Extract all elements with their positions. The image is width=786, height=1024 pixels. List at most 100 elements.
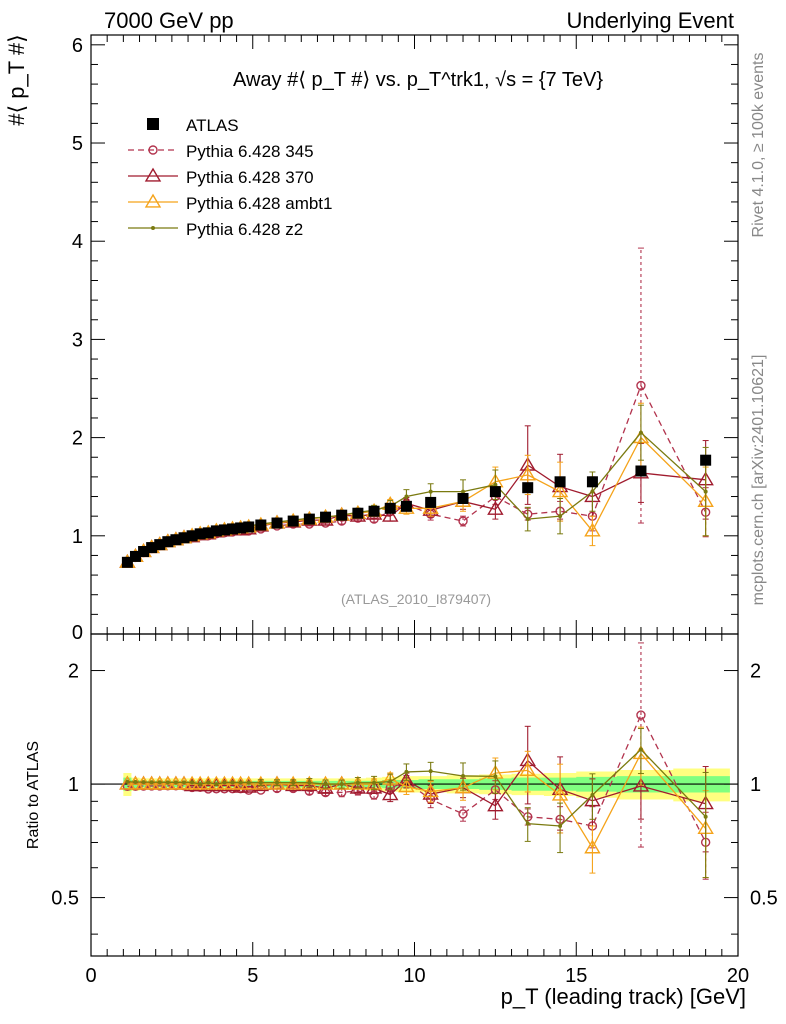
atlas-data-point xyxy=(587,476,598,487)
main-title: Away #⟨ p_T #⟩ vs. p_T^trk1, √s = {7 TeV… xyxy=(233,69,603,91)
main-y-axis-label: #⟨ p_T #⟩ xyxy=(4,34,29,125)
rivet-version-label: Rivet 4.1.0, ≥ 100k events xyxy=(750,53,767,238)
series-3-ratio-point xyxy=(526,822,530,826)
series-3-ratio-point xyxy=(150,780,154,784)
series-3-point xyxy=(429,490,433,494)
series-2-ratio-line xyxy=(127,754,705,848)
main-tick-layer: 1 2 3 4 5 6 0 xyxy=(72,35,738,644)
header-left-label: 7000 GeV pp xyxy=(104,8,234,33)
series-3-ratio-point xyxy=(356,781,360,785)
legend-series-1-marker xyxy=(146,169,160,181)
series-3-ratio-point xyxy=(239,781,243,785)
main-y-zero-label: 0 xyxy=(72,622,83,644)
series-3-ratio-point xyxy=(222,781,226,785)
series-3-point xyxy=(526,517,530,521)
atlas-data-point xyxy=(700,455,711,466)
atlas-data-point xyxy=(555,476,566,487)
atlas-data-point xyxy=(272,518,283,529)
x-axis-label: p_T (leading track) [GeV] xyxy=(501,984,746,1009)
main-panel: 1 2 3 4 5 6 0 Away #⟨ p_T #⟩ vs. p_T^trk1, √s … xyxy=(4,34,738,644)
series-3-ratio-point xyxy=(190,780,194,784)
atlas-data-point xyxy=(243,521,254,532)
ratio-y-tick-label-right: 2 xyxy=(750,661,761,683)
series-3-point xyxy=(639,431,643,435)
series-3-ratio-point xyxy=(198,782,202,786)
mcplots-credit-label: mcplots.cern.ch [arXiv:2401.10621] xyxy=(750,355,767,606)
series-3-ratio-point xyxy=(214,782,218,786)
legend-series-1-label: Pythia 6.428 370 xyxy=(186,168,314,187)
series-3-ratio-point xyxy=(174,780,178,784)
series-3-ratio-point xyxy=(307,781,311,785)
atlas-data-point xyxy=(522,482,533,493)
legend: ATLAS Pythia 6.428 345 Pythia 6.428 370 Pyt… xyxy=(128,116,332,239)
atlas-data-point xyxy=(401,501,412,512)
series-3-ratio-point xyxy=(247,781,251,785)
legend-atlas-marker xyxy=(147,118,159,130)
main-series-layer xyxy=(120,248,712,568)
series-3-ratio-point xyxy=(125,780,129,784)
atlas-data-point xyxy=(458,493,469,504)
series-3-ratio-point xyxy=(590,793,594,797)
series-3-point xyxy=(404,495,408,499)
series-3-ratio-point xyxy=(142,780,146,784)
series-3-ratio-point xyxy=(182,780,186,784)
series-3-ratio-point xyxy=(259,781,263,785)
x-tick-label: 10 xyxy=(403,965,425,987)
series-3-line xyxy=(127,433,705,562)
atlas-data-point xyxy=(425,497,436,508)
atlas-data-point xyxy=(369,506,380,517)
atlas-data-point xyxy=(490,486,501,497)
series-3-ratio-point xyxy=(388,780,392,784)
legend-series-2-marker xyxy=(146,195,160,207)
ratio-y-tick-label: 0.5 xyxy=(51,888,79,910)
main-y-tick-label: 3 xyxy=(72,329,83,351)
ratio-y-tick-label: 1 xyxy=(68,774,79,796)
atlas-data-point xyxy=(304,514,315,525)
atlas-data-point xyxy=(255,520,266,531)
atlas-data-point xyxy=(385,503,396,514)
series-3-ratio-point xyxy=(133,780,137,784)
series-3-ratio-point xyxy=(429,769,433,773)
main-y-tick-label: 1 xyxy=(72,526,83,548)
legend-series-0-label: Pythia 6.428 345 xyxy=(186,142,314,161)
ratio-y-tick-label-right: 1 xyxy=(750,774,761,796)
series-3-ratio-point xyxy=(639,748,643,752)
legend-series-2-label: Pythia 6.428 ambt1 xyxy=(186,194,332,213)
ratio-y-tick-label: 2 xyxy=(68,661,79,683)
series-3-ratio-point xyxy=(275,781,279,785)
ratio-series-layer xyxy=(120,643,712,879)
series-3-point xyxy=(704,490,708,494)
chart-canvas: 7000 GeV pp Underlying Event Rivet 4.1.0… xyxy=(0,0,786,1024)
series-3-point xyxy=(558,514,562,518)
legend-series-3-marker xyxy=(151,226,155,230)
x-tick-label: 5 xyxy=(247,965,258,987)
series-3-ratio-point xyxy=(324,782,328,786)
main-y-tick-label: 4 xyxy=(72,231,83,253)
main-y-tick-label: 5 xyxy=(72,133,83,155)
series-3-point xyxy=(590,490,594,494)
main-y-tick-label: 2 xyxy=(72,428,83,450)
series-3-ratio-point xyxy=(291,781,295,785)
atlas-data-point xyxy=(320,512,331,523)
atlas-data-point xyxy=(352,508,363,519)
legend-series-3-label: Pythia 6.428 z2 xyxy=(186,220,303,239)
atlas-data-point xyxy=(288,516,299,527)
atlas-data-point xyxy=(336,510,347,521)
series-3-ratio-point xyxy=(461,774,465,778)
atlas-data-point xyxy=(635,465,646,476)
series-3-ratio-point xyxy=(558,824,562,828)
ratio-panel: 0.5 0.5 1 1 2 2 Ratio to ATLAS xyxy=(25,634,778,956)
header-right-label: Underlying Event xyxy=(566,8,734,33)
main-y-tick-label: 6 xyxy=(72,35,83,57)
ratio-y-axis-label: Ratio to ATLAS xyxy=(25,741,42,849)
series-3-ratio-point xyxy=(372,781,376,785)
series-3-ratio-point xyxy=(158,780,162,784)
series-3-ratio-point xyxy=(231,781,235,785)
series-2-line xyxy=(127,438,705,563)
series-3-ratio-point xyxy=(704,815,708,819)
legend-atlas-label: ATLAS xyxy=(186,116,239,135)
ratio-y-tick-label-right: 0.5 xyxy=(750,888,778,910)
series-3-ratio-point xyxy=(340,782,344,786)
analysis-label: (ATLAS_2010_I879407) xyxy=(341,591,491,607)
x-tick-label: 0 xyxy=(85,965,96,987)
